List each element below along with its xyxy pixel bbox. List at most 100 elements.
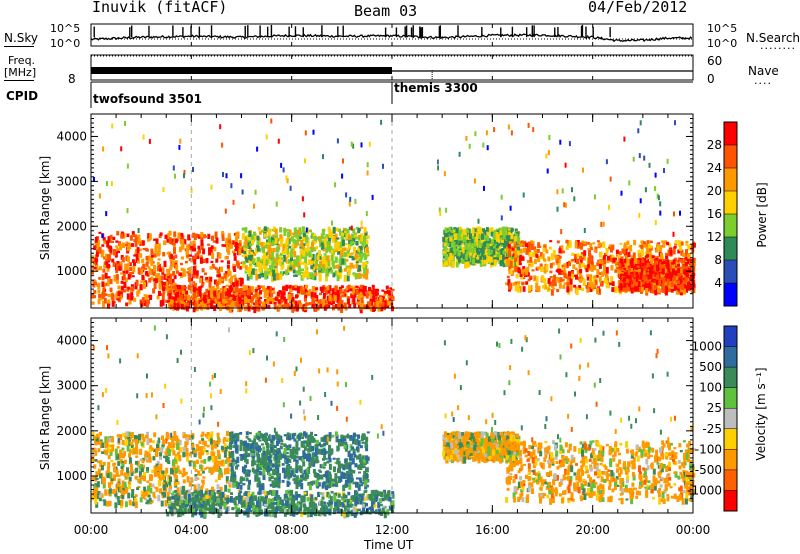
power-cell: [521, 256, 525, 261]
power-cell: [198, 291, 202, 297]
power-cell: [338, 228, 341, 232]
velocity-cell: [135, 443, 139, 450]
power-cell: [676, 264, 680, 267]
power-cell: [125, 241, 129, 244]
power-cell: [169, 289, 173, 296]
power-cell: [226, 265, 230, 269]
power-cell: [192, 232, 196, 238]
power-cell: [158, 279, 162, 283]
power-cell: [241, 235, 245, 240]
power-cell: [333, 295, 337, 302]
power-cell: [294, 239, 298, 245]
power-cell: [173, 274, 177, 280]
power-cell: [552, 287, 556, 290]
power-cell: [669, 278, 673, 281]
power-cell: [461, 229, 465, 235]
power-cell: [360, 226, 364, 229]
power-cell: [93, 295, 97, 299]
power-cell: [160, 266, 164, 269]
power-cell: [308, 302, 312, 306]
velocity-cell: [94, 498, 98, 505]
power-cell: [619, 268, 623, 272]
power-cell: [528, 276, 532, 279]
power-cell: [156, 295, 160, 300]
power-cell: [202, 259, 206, 263]
power-cell: [473, 244, 477, 248]
power-cell: [672, 248, 676, 255]
velocity-cell: [171, 492, 175, 496]
power-scatter-cell: [305, 227, 308, 233]
velocity-cell: [142, 457, 145, 462]
power-cell: [666, 241, 670, 246]
power-cell: [316, 300, 320, 305]
power-cell: [98, 247, 102, 254]
power-cell: [575, 274, 578, 280]
power-cell: [161, 293, 165, 300]
power-cell: [244, 270, 248, 274]
power-cell: [360, 291, 364, 296]
power-cell: [139, 253, 143, 258]
power-cell: [253, 302, 257, 306]
power-cell: [348, 239, 352, 247]
power-cell: [124, 243, 128, 247]
power-cell: [620, 273, 624, 277]
power-cell: [460, 233, 464, 241]
power-cell: [350, 293, 354, 299]
velocity-cell: [96, 493, 100, 500]
power-cell: [605, 267, 609, 274]
power-cell: [335, 292, 339, 297]
power-cell: [258, 231, 262, 235]
station-title: Inuvik (fitACF): [92, 0, 228, 16]
power-colorbar-tick: 24: [707, 161, 722, 175]
power-cell: [179, 272, 183, 276]
power-cell: [380, 307, 384, 312]
power-cell: [111, 293, 115, 301]
power-cell: [359, 284, 363, 290]
power-cell: [514, 281, 518, 286]
power-cell: [619, 285, 623, 291]
power-cell: [490, 231, 494, 237]
power-cell: [677, 257, 681, 261]
power-cell: [144, 267, 148, 270]
power-cell: [150, 261, 154, 266]
power-cell: [212, 301, 215, 304]
power-cell: [243, 236, 247, 240]
power-cell: [578, 278, 582, 283]
power-scatter-cell: [346, 234, 348, 240]
power-cell: [176, 303, 180, 310]
power-cell: [186, 245, 190, 253]
power-cell: [214, 231, 218, 238]
power-cell: [627, 251, 631, 257]
power-cell: [186, 253, 190, 258]
power-cell: [300, 271, 303, 274]
power-scatter-cell: [482, 142, 485, 148]
power-cell: [251, 301, 255, 305]
power-cell: [685, 286, 689, 291]
power-cell: [549, 270, 553, 274]
velocity-cell: [133, 469, 137, 473]
velocity-cell: [224, 484, 228, 492]
power-scatter-cell: [93, 177, 95, 182]
power-cell: [124, 263, 128, 271]
power-scatter-cell: [126, 163, 129, 169]
velocity-cell: [135, 455, 139, 458]
power-cell: [376, 301, 380, 307]
power-cell: [153, 253, 157, 258]
power-cell: [348, 235, 352, 240]
power-cell: [293, 251, 297, 258]
power-cell: [101, 244, 105, 247]
power-cell: [377, 306, 381, 312]
power-cell: [238, 288, 241, 293]
power-cell: [357, 235, 361, 241]
power-scatter-cell: [282, 167, 285, 173]
power-cell: [354, 236, 358, 239]
power-cell: [232, 287, 236, 291]
power-cell: [587, 242, 591, 245]
power-cell: [647, 281, 651, 286]
nsearch-label: N.Search: [746, 31, 800, 45]
power-cell: [141, 240, 145, 246]
power-cell: [255, 274, 259, 281]
power-scatter-cell: [673, 211, 675, 217]
power-scatter-cell: [507, 124, 510, 130]
power-cell: [294, 274, 298, 277]
